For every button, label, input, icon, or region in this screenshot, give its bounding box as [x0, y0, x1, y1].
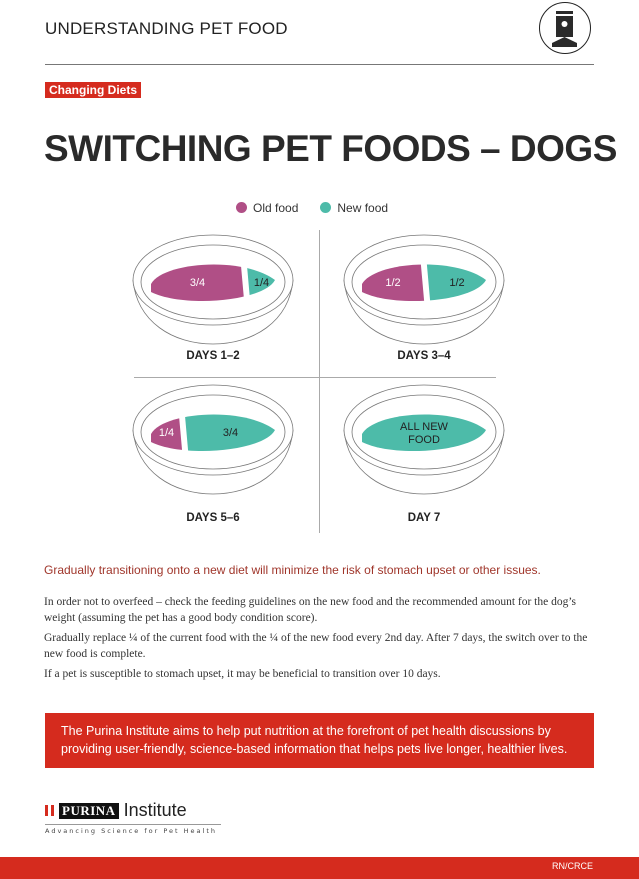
footer-code: RN/CRCE [551, 861, 593, 871]
old-food-label: 1/4 [159, 427, 174, 439]
food-bowl: 1/2 1/2 [343, 234, 505, 345]
paragraph: In order not to overfeed – check the fee… [44, 596, 577, 624]
new-food-label: 3/4 [223, 427, 238, 439]
bowl-day-label: DAY 7 [407, 512, 441, 524]
bowl-day-label: DAYS 1–2 [186, 350, 240, 362]
paragraph: Gradually replace ¼ of the current food … [44, 632, 588, 660]
paragraph: If a pet is susceptible to stomach upset… [44, 668, 441, 680]
new-food-label: ALL NEW [400, 421, 449, 433]
old-food-label: 3/4 [190, 277, 205, 289]
section-kicker: UNDERSTANDING PET FOOD [45, 19, 288, 38]
quadrant-divider-horizontal [134, 377, 496, 378]
category-tag: Changing Diets [45, 82, 142, 98]
legend: Old food New food [236, 201, 388, 215]
bowl-day-label: DAYS 5–6 [186, 512, 240, 524]
pet-food-bag-icon [539, 2, 591, 54]
purina-institute-logo: PURINA Institute Advancing Science for P… [45, 800, 221, 835]
old-food-label: 1/2 [385, 277, 400, 289]
mission-box: The Purina Institute aims to help put nu… [45, 713, 594, 768]
subtitle: Gradually transitioning onto a new diet … [44, 563, 541, 577]
logo-name: Institute [123, 800, 187, 820]
bowl-day-label: DAYS 3–4 [397, 350, 451, 362]
food-bowl: 1/4 3/4 [132, 384, 294, 495]
quadrant-divider-vertical [319, 230, 320, 533]
old-food-dot-icon [236, 202, 247, 213]
new-food-label: 1/4 [254, 277, 269, 289]
old-food-portion [362, 264, 426, 302]
legend-new: New food [320, 201, 388, 215]
footer-bar: RN/CRCE [0, 857, 639, 879]
header-divider [45, 64, 594, 65]
logo-brand: PURINA [59, 802, 119, 819]
legend-old: Old food [236, 201, 298, 215]
food-bowl: 3/4 1/4 [132, 234, 294, 345]
logo-tagline: Advancing Science for Pet Health [45, 824, 221, 835]
page-title: SWITCHING PET FOODS – DOGS [44, 128, 617, 169]
new-food-label: FOOD [408, 434, 440, 446]
checkerboard-icon [45, 805, 54, 816]
legend-label: New food [337, 201, 389, 215]
new-food-label: 1/2 [449, 277, 464, 289]
new-food-dot-icon [320, 202, 332, 213]
legend-label: Old food [253, 201, 299, 215]
